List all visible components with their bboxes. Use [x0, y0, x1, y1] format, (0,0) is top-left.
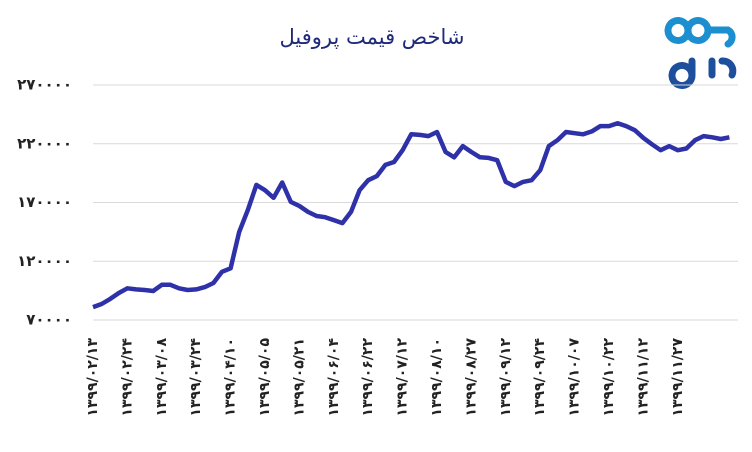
- y-tick-label: ۲۲۰۰۰۰: [17, 134, 72, 152]
- x-tick-label: ۱۳۹۹/۱۰/۲۲: [601, 338, 617, 417]
- x-tick-label: ۱۳۹۹/۰۲/۲۴: [119, 338, 135, 417]
- x-tick-label: ۱۳۹۹/۰۴/۱۰: [223, 338, 239, 417]
- chart-title: شاخص قیمت پروفیل: [279, 25, 464, 49]
- x-tick-label: ۱۳۹۹/۰۹/۲۴: [532, 338, 548, 417]
- x-tick-label: ۱۳۹۹/۰۶/۰۴: [326, 338, 342, 417]
- x-tick-label: ۱۳۹۹/۰۳/۰۸: [154, 338, 170, 417]
- y-tick-label: ۱۲۰۰۰۰: [17, 252, 72, 270]
- x-tick-label: ۱۳۹۹/۰۵/۰۵: [257, 338, 273, 417]
- logo: [664, 17, 737, 89]
- x-tick-label: ۱۳۹۹/۰۸/۱۰: [429, 338, 445, 417]
- x-tick-label: ۱۳۹۹/۱۰/۰۷: [567, 338, 583, 417]
- x-tick-label: ۱۳۹۹/۰۳/۲۴: [188, 338, 204, 417]
- x-tick-label: ۱۳۹۹/۰۷/۱۲: [395, 338, 411, 417]
- data-line: [92, 120, 730, 310]
- x-tick-label: ۱۳۹۹/۰۹/۱۲: [498, 338, 514, 417]
- y-tick-label: ۲۷۰۰۰۰: [17, 76, 72, 94]
- x-tick-label: ۱۳۹۹/۰۲/۱۳: [85, 338, 101, 417]
- y-tick-label: ۷۰۰۰۰: [26, 311, 72, 329]
- x-tick-label: ۱۳۹۹/۰۸/۲۷: [463, 338, 479, 417]
- x-tick-label: ۱۳۹۹/۰۵/۲۱: [291, 338, 307, 417]
- x-tick-label: ۱۳۹۹/۱۱/۲۷: [670, 338, 686, 417]
- y-tick-label: ۱۷۰۰۰۰: [17, 193, 72, 211]
- x-tick-label: ۱۳۹۹/۱۱/۱۲: [635, 338, 651, 417]
- x-tick-label: ۱۳۹۹/۰۶/۲۲: [360, 338, 376, 417]
